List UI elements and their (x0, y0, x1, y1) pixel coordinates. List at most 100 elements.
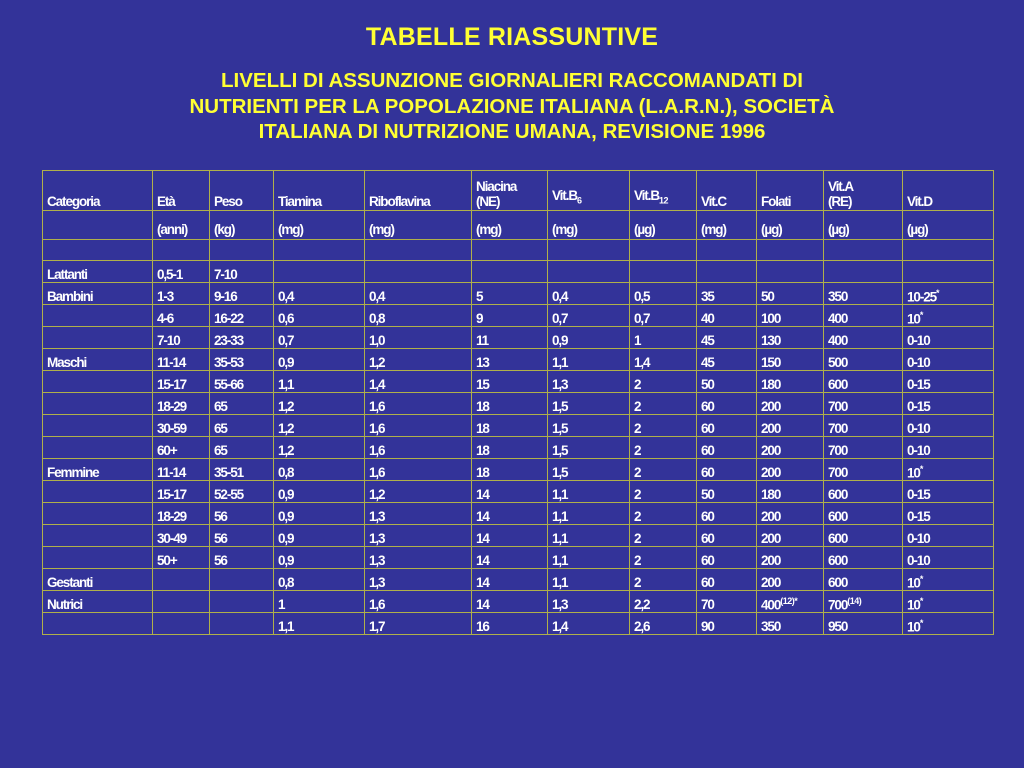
table-cell: 600 (823, 480, 903, 503)
table-cell: 700 (823, 414, 903, 437)
table-cell: 0,5 (629, 282, 697, 305)
column-unit: (mg) (364, 210, 472, 240)
table-cell: 30-59 (152, 414, 210, 437)
table-cell: 1 (273, 590, 365, 613)
table-cell: 1,7 (364, 612, 472, 635)
table-cell (152, 568, 210, 591)
table-cell: 15 (471, 370, 548, 393)
table-cell: 600 (823, 524, 903, 547)
table-cell: 2 (629, 370, 697, 393)
table-cell: 1,1 (547, 480, 630, 503)
table-cell: 23-33 (209, 326, 274, 349)
column-header-folati: Folati (756, 170, 824, 211)
table-row: Nutrici 1 1,6 14 1,3 2,2 70 400(12)* 700(14) 10* (42, 590, 994, 613)
table-cell: 2,2 (629, 590, 697, 613)
table-cell: 65 (209, 414, 274, 437)
table-cell: 7-10 (209, 260, 274, 283)
table-cell-empty (823, 239, 903, 261)
table-cell: 0-10 (902, 326, 994, 349)
table-cell: 0,9 (273, 546, 365, 569)
table-cell: 200 (756, 414, 824, 437)
table-cell: 0-10 (902, 414, 994, 437)
table-row: Gestanti 0,8 1,3 14 1,1 2 60 200 600 10* (42, 568, 994, 591)
table-cell (547, 260, 630, 283)
table-cell: 11 (471, 326, 548, 349)
table-cell: 1,3 (364, 502, 472, 525)
table-cell (209, 612, 274, 635)
table-cell: 9 (471, 304, 548, 327)
table-cell: 5 (471, 282, 548, 305)
table-cell: 10* (902, 590, 994, 613)
table-cell-empty (547, 239, 630, 261)
table-cell: 14 (471, 524, 548, 547)
row-label-cell (42, 304, 153, 327)
table-cell: 60 (696, 568, 757, 591)
row-label-cell: Bambini (42, 282, 153, 305)
column-unit: (mg) (471, 210, 548, 240)
table-cell: 1,6 (364, 458, 472, 481)
table-cell: 11-14 (152, 348, 210, 371)
subtitle-line-2: NUTRIENTI PER LA POPOLAZIONE ITALIANA (L… (189, 94, 835, 118)
column-header-peso: Peso (209, 170, 274, 211)
table-cell: 2 (629, 568, 697, 591)
table-cell (696, 260, 757, 283)
table-cell: 400 (823, 326, 903, 349)
table-cell: 45 (696, 348, 757, 371)
table-cell (209, 568, 274, 591)
table-cell: 9-16 (209, 282, 274, 305)
table-cell (756, 260, 824, 283)
table-cell (209, 590, 274, 613)
table-cell: 1,6 (364, 590, 472, 613)
row-label-cell (42, 546, 153, 569)
table-cell: 35-51 (209, 458, 274, 481)
column-unit: (µg) (629, 210, 697, 240)
row-label-cell (42, 612, 153, 635)
table-cell: 16-22 (209, 304, 274, 327)
table-cell: 1,1 (547, 502, 630, 525)
row-label-cell: Femmine (42, 458, 153, 481)
table-row: 7-10 23-33 0,7 1,0 11 0,9 1 45 130 400 0-10 (42, 326, 994, 349)
table-cell: 2 (629, 436, 697, 459)
table-cell-empty (756, 239, 824, 261)
table-cell: 2 (629, 414, 697, 437)
table-cell: 60+ (152, 436, 210, 459)
column-unit: (kg) (209, 210, 274, 240)
row-label-cell (42, 502, 153, 525)
table-cell: 0-10 (902, 546, 994, 569)
table-cell: 0,9 (273, 524, 365, 547)
table-cell: 2,6 (629, 612, 697, 635)
table-cell: 200 (756, 524, 824, 547)
column-unit: (mg) (547, 210, 630, 240)
table-cell: 35-53 (209, 348, 274, 371)
table-cell: 10-25* (902, 282, 994, 305)
table-cell: 0,7 (547, 304, 630, 327)
table-cell: 100 (756, 304, 824, 327)
table-cell: 200 (756, 546, 824, 569)
column-unit: (µg) (756, 210, 824, 240)
table-cell: 60 (696, 414, 757, 437)
table-cell: 16 (471, 612, 548, 635)
table-cell: 1-3 (152, 282, 210, 305)
table-cell: 30-49 (152, 524, 210, 547)
table-cell: 11-14 (152, 458, 210, 481)
subtitle-line-3: ITALIANA DI NUTRIZIONE UMANA, REVISIONE … (258, 120, 766, 143)
table-cell: 200 (756, 458, 824, 481)
table-cell: 15-17 (152, 480, 210, 503)
table-cell: 1,3 (364, 546, 472, 569)
table-cell: 18 (471, 458, 548, 481)
table-cell: 55-66 (209, 370, 274, 393)
table-cell: 0,9 (273, 502, 365, 525)
column-unit: (µg) (823, 210, 903, 240)
row-label-cell: Lattanti (42, 260, 153, 283)
table-cell: 90 (696, 612, 757, 635)
table-cell: 15-17 (152, 370, 210, 393)
table-row: 50+ 56 0,9 1,3 14 1,1 2 60 200 600 0-10 (42, 546, 994, 569)
table-row: 30-49 56 0,9 1,3 14 1,1 2 60 200 600 0-10 (42, 524, 994, 547)
table-cell: 500 (823, 348, 903, 371)
table-cell: 35 (696, 282, 757, 305)
table-cell: 2 (629, 502, 697, 525)
table-cell: 1,1 (547, 546, 630, 569)
table-row: 18-29 65 1,2 1,6 18 1,5 2 60 200 700 0-15 (42, 392, 994, 415)
table-cell: 700 (823, 458, 903, 481)
table-cell: 0,9 (273, 480, 365, 503)
